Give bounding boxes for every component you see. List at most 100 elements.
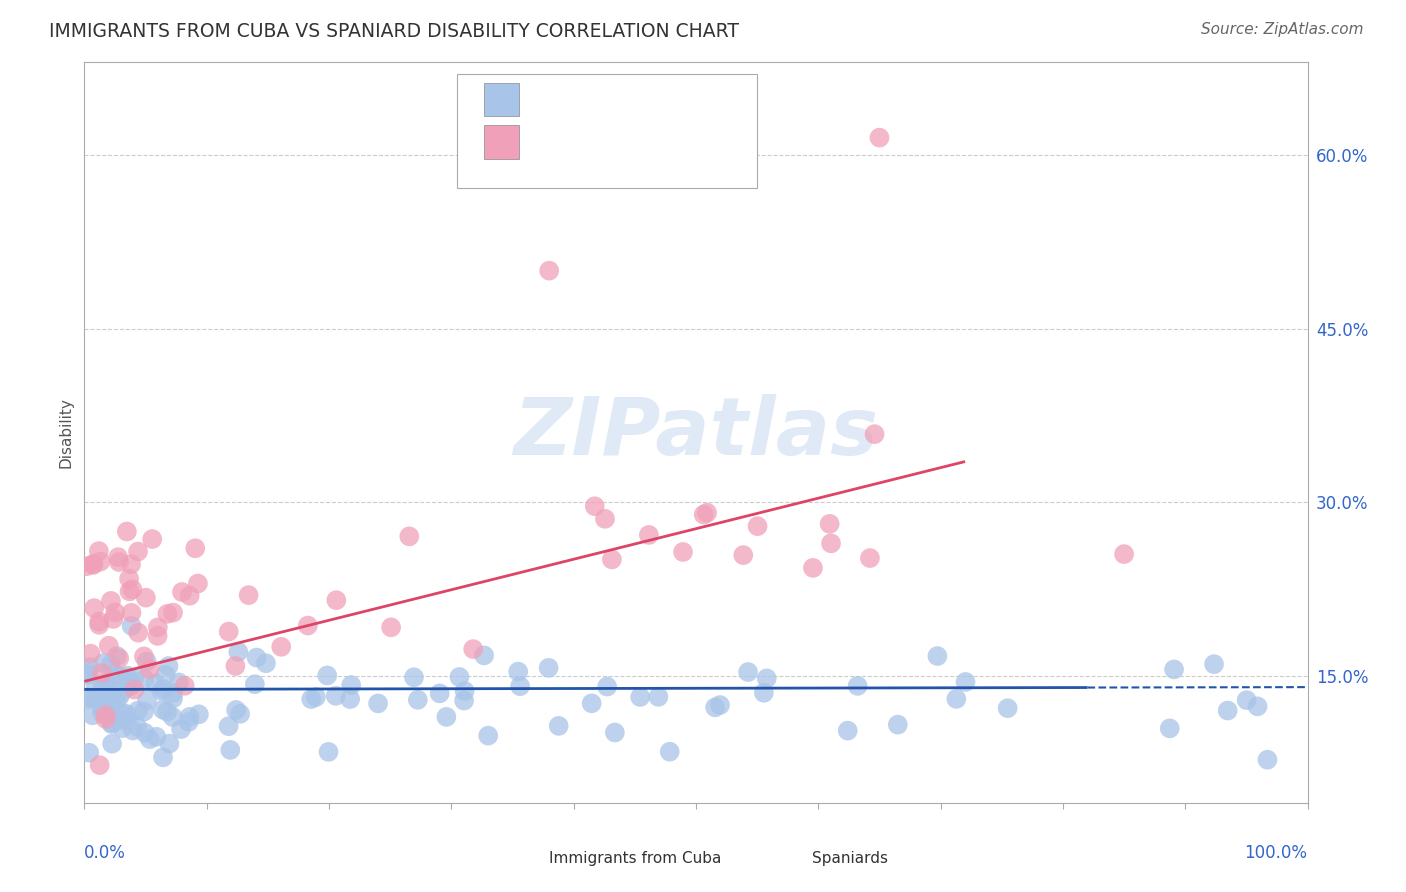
Point <box>77 690 100 704</box>
Point <box>997 701 1019 715</box>
Y-axis label: Disability: Disability <box>58 397 73 468</box>
Point <box>77 746 100 760</box>
Point <box>927 648 949 663</box>
Point <box>103 683 125 698</box>
Point <box>339 692 361 706</box>
Point <box>318 745 340 759</box>
Text: R = 0.015: R = 0.015 <box>533 91 628 109</box>
Bar <box>484 83 519 117</box>
Point <box>863 427 886 442</box>
Point <box>112 714 135 728</box>
Point <box>1114 547 1136 561</box>
Point <box>150 683 173 698</box>
Point <box>93 698 115 712</box>
Point <box>367 697 389 711</box>
Point <box>603 725 626 739</box>
Point <box>112 684 135 698</box>
Point <box>120 675 142 690</box>
Point <box>97 685 120 699</box>
Point <box>162 691 184 706</box>
Text: N =  74: N = 74 <box>636 133 706 151</box>
Text: 0.0%: 0.0% <box>84 844 127 862</box>
Point <box>225 703 247 717</box>
Point <box>83 601 105 615</box>
Point <box>472 648 495 663</box>
Point <box>132 705 155 719</box>
Point <box>87 544 110 558</box>
Point <box>152 682 174 697</box>
Point <box>325 689 347 703</box>
Point <box>1216 704 1239 718</box>
Point <box>157 737 180 751</box>
Point <box>101 715 124 730</box>
Text: IMMIGRANTS FROM CUBA VS SPANIARD DISABILITY CORRELATION CHART: IMMIGRANTS FROM CUBA VS SPANIARD DISABIL… <box>49 22 740 41</box>
Point <box>100 717 122 731</box>
Point <box>245 650 267 665</box>
Point <box>508 665 530 679</box>
Text: ZIPatlas: ZIPatlas <box>513 393 879 472</box>
Point <box>162 686 184 700</box>
Point <box>820 536 842 550</box>
Bar <box>484 126 519 159</box>
Point <box>100 594 122 608</box>
Point <box>117 711 139 725</box>
Point <box>581 696 603 710</box>
Point <box>127 720 149 734</box>
Point <box>243 677 266 691</box>
Point <box>628 690 651 704</box>
Point <box>218 624 240 639</box>
Point <box>121 582 143 597</box>
Point <box>238 588 260 602</box>
Point <box>156 607 179 621</box>
Point <box>77 692 100 706</box>
Point <box>82 557 104 571</box>
Point <box>254 657 277 671</box>
Point <box>117 669 139 683</box>
Point <box>453 693 475 707</box>
Point <box>316 668 339 682</box>
Point <box>672 545 695 559</box>
Point <box>82 708 104 723</box>
Point <box>170 585 193 599</box>
Point <box>89 758 111 772</box>
Point <box>583 500 606 514</box>
Point <box>124 682 146 697</box>
Point <box>115 707 138 722</box>
Point <box>120 679 142 693</box>
Point <box>103 666 125 681</box>
Point <box>593 512 616 526</box>
Point <box>121 606 143 620</box>
Point <box>402 670 425 684</box>
Point <box>103 612 125 626</box>
Point <box>91 683 114 698</box>
Point <box>693 508 716 522</box>
Point <box>380 620 402 634</box>
Point <box>84 679 107 693</box>
Point <box>167 675 190 690</box>
Point <box>305 690 328 704</box>
Point <box>156 705 179 719</box>
Point <box>177 714 200 729</box>
Point <box>752 686 775 700</box>
Point <box>453 684 475 698</box>
Point <box>157 659 180 673</box>
Point <box>135 591 157 605</box>
Point <box>537 661 560 675</box>
Point <box>696 506 718 520</box>
Text: Source: ZipAtlas.com: Source: ZipAtlas.com <box>1201 22 1364 37</box>
Point <box>108 690 131 705</box>
Point <box>96 696 118 710</box>
Point <box>132 649 155 664</box>
Point <box>658 745 681 759</box>
Point <box>100 657 122 672</box>
Point <box>124 671 146 685</box>
Point <box>76 665 98 680</box>
Point <box>406 693 429 707</box>
Point <box>94 712 117 726</box>
Point <box>801 561 824 575</box>
Point <box>108 669 131 683</box>
Point <box>134 673 156 687</box>
Point <box>837 723 859 738</box>
Point <box>84 692 107 706</box>
Point <box>755 672 778 686</box>
